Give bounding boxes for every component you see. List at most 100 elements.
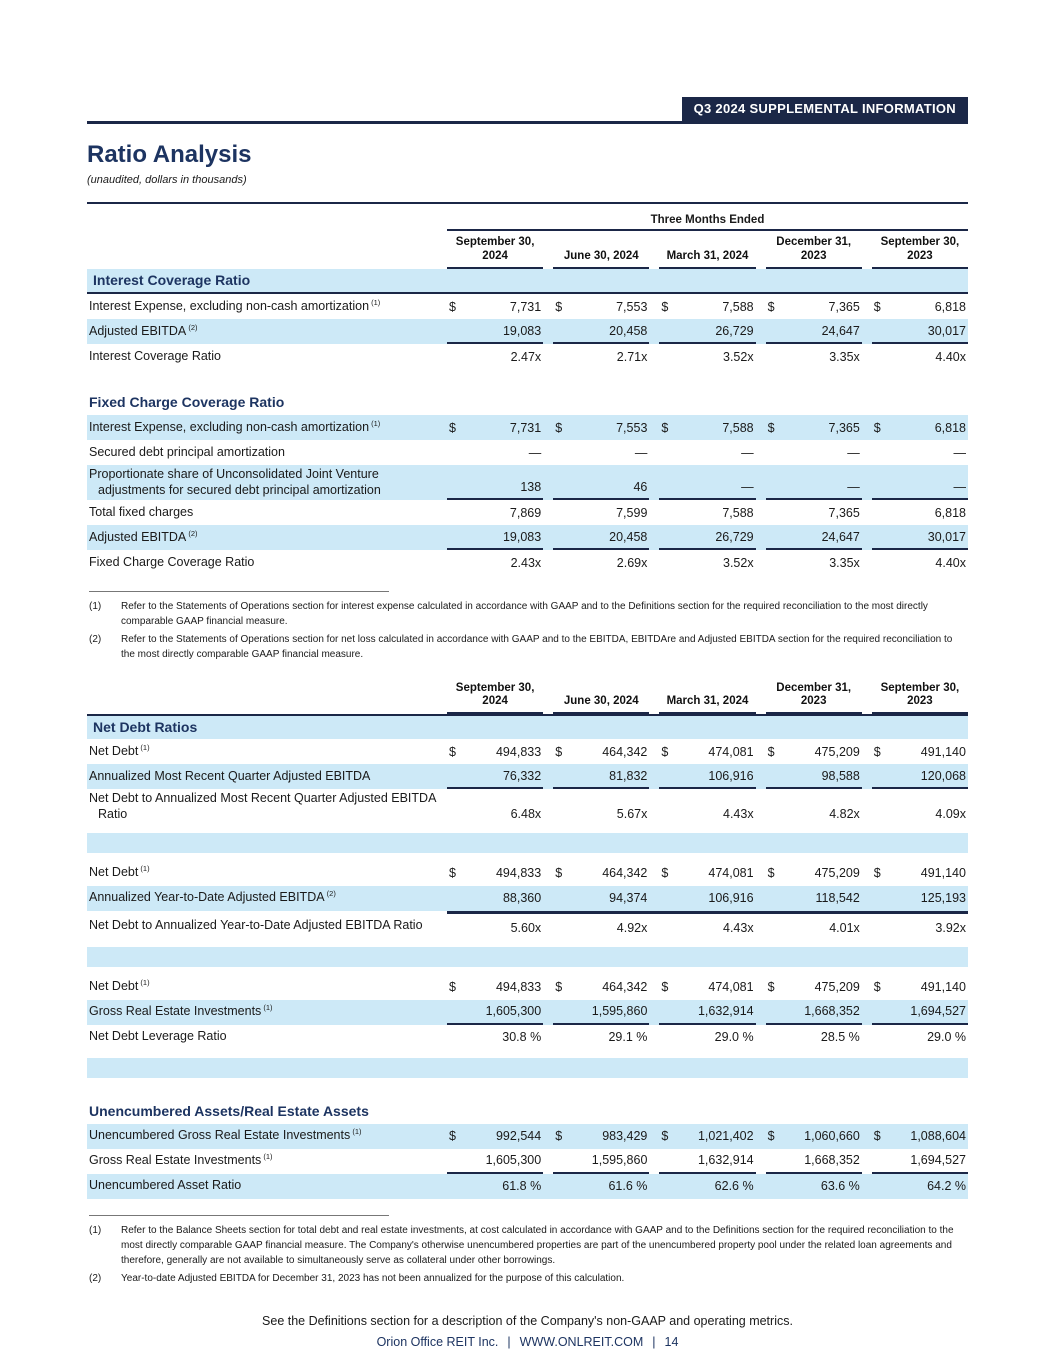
value-cell: $494,833 — [447, 739, 543, 764]
value-cell: 29.0 % — [659, 1025, 755, 1050]
value-cell: $7,365 — [766, 415, 862, 440]
value: — — [634, 445, 648, 460]
value-cell: 1,694,527 — [871, 1000, 968, 1025]
footnote-ref: (1) — [138, 742, 150, 752]
row-label-text: Annualized Most Recent Quarter Adjusted … — [89, 768, 371, 783]
value: 30.8 % — [502, 1030, 542, 1044]
value-cell: $1,021,402 — [659, 1124, 755, 1149]
value: 983,429 — [602, 1129, 648, 1143]
row-label: Net Debt to Annualized Most Recent Quart… — [87, 789, 437, 824]
value-cell: 1,605,300 — [447, 1000, 544, 1025]
footer-url: WWW.ONLREIT.COM — [519, 1334, 644, 1349]
value-cell: $7,553 — [553, 415, 649, 440]
value-cell: 5.67x — [553, 789, 649, 824]
table-row: Net Debt (1) $494,833 $464,342 $474,081 $475… — [87, 974, 968, 1000]
table-row: Interest Expense, excluding non-cash amo… — [87, 294, 968, 319]
row-label: Net Debt to Annualized Year-to-Date Adju… — [87, 914, 437, 939]
value: 88,360 — [502, 891, 542, 905]
value-cell: $474,081 — [659, 861, 755, 886]
value: 474,081 — [708, 866, 754, 880]
value: 4.01x — [829, 920, 860, 935]
section-band: Net Debt Ratios — [87, 714, 968, 740]
value: 76,332 — [502, 768, 542, 783]
value: — — [741, 445, 754, 460]
dollar-sign: $ — [873, 980, 881, 994]
row-label: Net Debt (1) — [87, 861, 437, 886]
value-cell: 28.5 % — [766, 1025, 862, 1050]
dollar-sign: $ — [555, 866, 563, 880]
row-label: Interest Expense, excluding non-cash amo… — [87, 294, 437, 319]
dollar-sign: $ — [873, 1129, 881, 1143]
footnote-ref: (1) — [350, 1127, 362, 1137]
value-cell: — — [659, 440, 755, 465]
table-row: Annualized Most Recent Quarter Adjusted … — [87, 764, 968, 790]
value-cell: 98,588 — [765, 764, 862, 790]
value-cell: 3.35x — [766, 550, 862, 575]
column-header: September 30, 2024 — [447, 680, 544, 715]
value: 464,342 — [602, 744, 648, 759]
footnote: (1) Refer to the Balance Sheets section … — [87, 1223, 968, 1268]
value: 464,342 — [602, 866, 648, 880]
value: — — [741, 480, 754, 495]
value: 20,458 — [609, 323, 648, 338]
value-cell: 46 — [553, 465, 650, 501]
row-label-text: Unencumbered Gross Real Estate Investmen… — [89, 1127, 362, 1143]
row-label-text: Interest Expense, excluding non-cash amo… — [89, 418, 381, 434]
row-label-text: Net Debt Leverage Ratio — [89, 1029, 227, 1044]
value-cell: 2.47x — [447, 344, 543, 369]
footnote-ref: (1) — [138, 864, 150, 874]
period-header-wrap: Three Months Ended — [447, 214, 968, 231]
row-label-text: Adjusted EBITDA (2) — [89, 322, 198, 338]
value: 1,694,527 — [910, 1153, 966, 1167]
value-cell: 4.40x — [872, 550, 968, 575]
value-cell: $7,588 — [659, 294, 755, 319]
table-row: Interest Coverage Ratio 2.47x 2.71x 3.52x 3.… — [87, 344, 968, 369]
footer-separator: | — [652, 1334, 656, 1349]
dollar-sign: $ — [873, 866, 881, 880]
value: 6,818 — [934, 505, 966, 520]
footnote-divider — [89, 1214, 389, 1216]
value-cell: 24,647 — [765, 319, 862, 344]
value: 474,081 — [708, 744, 754, 759]
value-cell: 138 — [447, 465, 544, 501]
table-row: Total fixed charges 7,869 7,599 7,588 7,365 6… — [87, 500, 968, 526]
value: 3.52x — [723, 349, 754, 364]
value: 3.92x — [935, 920, 966, 935]
value-cell: 7,869 — [447, 500, 543, 525]
value-cell: 88,360 — [447, 886, 543, 911]
value-cell: 30,017 — [871, 319, 968, 344]
row-label-text: Net Debt (1) — [89, 978, 150, 994]
dollar-sign: $ — [767, 866, 775, 880]
value: 7,553 — [616, 420, 648, 435]
value: 29.1 % — [608, 1030, 648, 1044]
column-header: September 30, 2024 — [447, 235, 544, 269]
column-header-spacer — [87, 235, 437, 269]
value: 1,088,604 — [910, 1129, 966, 1143]
dollar-sign: $ — [661, 1129, 669, 1143]
row-label: Net Debt (1) — [87, 739, 437, 764]
value-cell: 120,068 — [871, 764, 968, 790]
value: 3.35x — [829, 555, 860, 570]
value: 7,731 — [509, 420, 542, 435]
footnote-ref: (1) — [138, 978, 150, 988]
value: 26,729 — [715, 529, 754, 544]
value-cell: 76,332 — [447, 764, 544, 790]
section-band: Interest Coverage Ratio — [87, 269, 968, 294]
dollar-sign: $ — [555, 980, 563, 994]
value-cell: $475,209 — [766, 739, 862, 764]
value-cell: 94,374 — [553, 886, 649, 911]
value: 7,365 — [828, 420, 860, 435]
value: 1,021,402 — [697, 1129, 754, 1143]
value: 7,731 — [509, 299, 542, 314]
value-cell: $6,818 — [872, 294, 968, 319]
table-row: Net Debt Leverage Ratio 30.8 % 29.1 % 29.0 … — [87, 1024, 968, 1050]
value-cell: 5.60x — [447, 914, 543, 939]
value-cell: $7,588 — [659, 415, 755, 440]
period-header: Three Months Ended — [447, 214, 968, 231]
value-cell: 29.0 % — [872, 1025, 968, 1050]
value-cell: $491,140 — [872, 861, 968, 886]
table-row: Annualized Year-to-Date Adjusted EBITDA … — [87, 885, 968, 911]
value: 491,140 — [920, 866, 966, 880]
value-cell: 61.8 % — [447, 1174, 543, 1199]
value: — — [847, 480, 860, 495]
